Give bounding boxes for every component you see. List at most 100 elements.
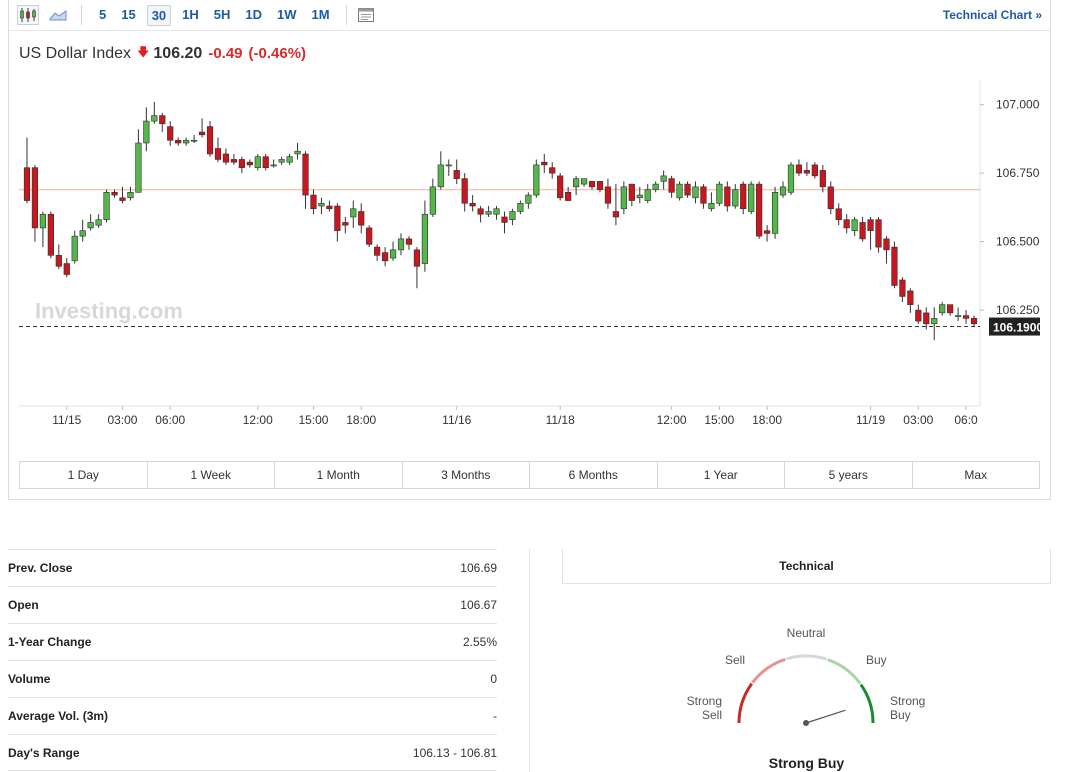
interval-button-15[interactable]: 15 [121,6,136,22]
technical-chart-link[interactable]: Technical Chart » [942,8,1042,22]
candle-body [39,213,46,229]
range-button-3-months[interactable]: 3 Months [403,462,530,488]
candle-body [660,175,667,182]
gauge-label: Sell [725,653,745,667]
gauge-label: Buy [866,653,887,667]
stat-value: 106.69 [460,561,497,575]
y-tick-label: 106.7500 [996,166,1040,180]
candle-body [318,202,325,207]
gauge-sell-arc [751,657,786,684]
candle-body [238,159,245,168]
candle-body [198,131,206,136]
toolbar-divider [81,5,82,25]
candle-body [923,312,930,325]
candle-body [461,178,468,204]
technical-tab[interactable]: Technical [562,549,1051,584]
candle-body [740,183,747,210]
candle-body [151,115,158,122]
candle-body [620,186,627,210]
candle-body [931,318,938,325]
interval-button-1w[interactable]: 1W [277,6,297,22]
interval-button-1d[interactable]: 1D [245,6,263,22]
instrument-name: US Dollar Index [19,44,132,62]
candle-body [230,159,237,163]
stat-label: Volume [8,672,51,686]
x-tick-label: 06:0 [954,413,978,427]
candle-body [135,142,142,193]
candle-body [779,186,787,196]
candle-body [55,255,62,267]
candle-body [509,211,516,221]
layout-icon[interactable] [355,5,377,25]
candle-body [405,238,413,245]
candle-body [819,170,826,188]
y-tick-label: 106.2500 [996,303,1040,317]
candle-body [851,219,858,231]
candle-body [684,183,691,196]
stat-value: 2.55% [462,635,497,649]
candle-body [294,150,301,155]
interval-button-5[interactable]: 5 [99,6,107,22]
candle-body [191,139,198,142]
candle-body [95,219,102,226]
gauge-neutral-arc [785,654,828,661]
candle-body [668,178,675,193]
range-button-6-months[interactable]: 6 Months [530,462,658,488]
stat-label: 1-Year Change [8,635,92,649]
interval-button-30[interactable]: 30 [146,4,172,26]
candle-body [254,156,261,168]
x-tick-label: 15:00 [298,413,328,427]
candlestick-chart-icon[interactable] [17,5,39,25]
candle-body [103,192,110,221]
range-button-1-week[interactable]: 1 Week [148,462,275,488]
candle-body [246,161,253,166]
y-tick-label: 107.0000 [996,98,1040,112]
x-tick-label: 18:00 [346,413,376,427]
area-chart-icon[interactable] [47,5,69,25]
interval-button-1m[interactable]: 1M [311,6,330,22]
key-stats-table: Prev. Close 106.69 Open 106.67 1-Year Change… [8,549,497,771]
candle-body [955,315,962,317]
candle-body [342,222,349,226]
investing-watermark: Investing.com [35,298,183,323]
candle-body [79,230,86,237]
candle-body [437,164,444,188]
candle-body [604,186,612,204]
plot-area [19,80,980,406]
range-button-1-month[interactable]: 1 Month [275,462,403,488]
candle-body [580,178,588,185]
stat-row: Volume 0 [8,660,497,697]
candle-body [302,153,309,196]
range-button-max[interactable]: Max [964,468,988,482]
time-range-selector: 1 Day 1 Week 1 Month 3 Months 6 Months 1 Year… [19,461,1040,489]
candle-body [429,186,436,215]
candle-body [366,227,373,245]
interval-button-5h[interactable]: 5H [213,6,231,22]
technical-result: Strong Buy [768,755,845,771]
gauge-buy-arc [827,658,862,685]
x-tick-label: 15:00 [704,413,734,427]
range-button-1-day[interactable]: 1 Day [20,462,148,488]
gauge-strong-sell-arc [737,682,754,724]
technical-gauge: Neutral Sell Buy Strong Sell Strong Buy [687,626,925,726]
range-button-5-years[interactable]: 5 years [785,462,913,488]
candle-body [262,156,269,168]
candle-body [795,164,803,174]
range-button-1-year[interactable]: 1 Year [658,462,785,488]
stat-row: Average Vol. (3m) - [8,697,497,734]
candle-body [565,192,572,201]
x-tick-label: 06:00 [155,413,185,427]
candle-body [732,189,739,207]
candle-body [787,164,795,193]
gauge-needle [805,709,846,724]
interval-button-1h[interactable]: 1H [182,6,199,22]
candle-body [962,315,970,319]
candle-body [612,211,619,218]
candle-body [939,304,946,314]
candle-body [87,222,94,229]
candle-body [533,164,540,196]
candle-body [517,202,524,212]
price-change-percent: (-0.46%) [248,45,307,62]
gauge-pivot [803,720,809,726]
price-chart[interactable]: 107.0000 106.7500 106.5000 106.2500 Investin… [19,80,1040,435]
